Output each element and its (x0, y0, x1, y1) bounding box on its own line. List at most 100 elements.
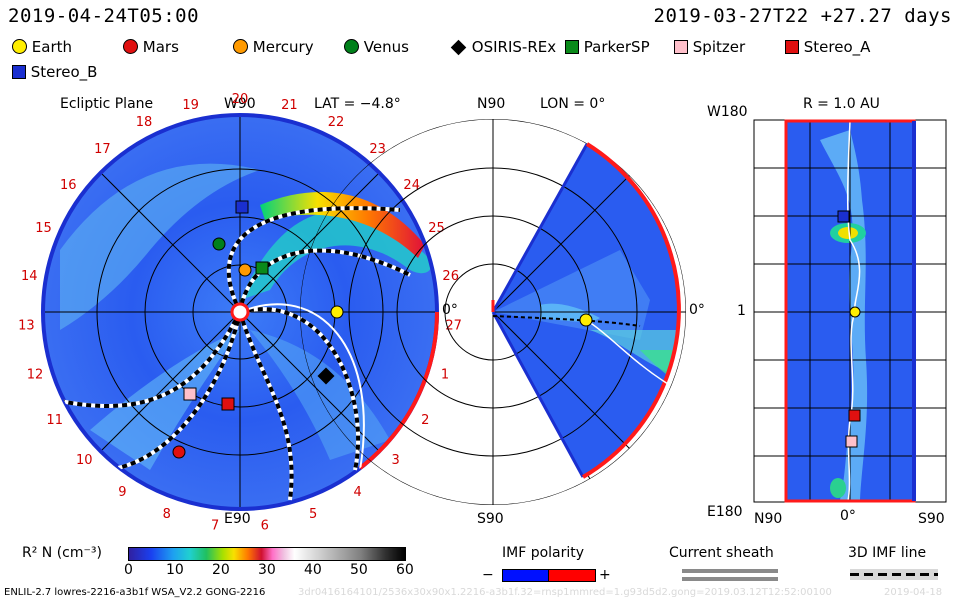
day-label: 20 (232, 92, 249, 107)
ecliptic-title: Ecliptic Plane (60, 96, 154, 112)
mars-marker-icon (123, 39, 138, 54)
colorbar-tick: 40 (304, 562, 322, 578)
meridional-zero-label: 0° (689, 302, 705, 318)
legend-stereo-a: Stereo_A (785, 38, 870, 56)
day-label: 6 (261, 519, 269, 534)
day-label: 24 (403, 178, 420, 193)
cyl-stereo-b-marker (837, 210, 850, 223)
e90-label: E90 (224, 511, 251, 527)
imf3d-swatch (850, 569, 938, 580)
day-label: 4 (353, 485, 361, 500)
lon-label: LON = 0° (540, 96, 606, 112)
colorbar-ticks: 0 10 20 30 40 50 60 (0, 562, 960, 582)
venus-marker-icon (344, 39, 359, 54)
legend-osiris-rex: OSIRIS-REx (450, 38, 556, 56)
day-label: 16 (60, 178, 77, 193)
day-label: 9 (118, 485, 126, 500)
imf-plus-label: + (599, 567, 611, 583)
spitzer-marker-icon (674, 40, 688, 54)
day-label: 17 (94, 142, 111, 157)
cyl-one-label: 1 (737, 303, 746, 319)
day-label: 15 (35, 221, 52, 236)
colorbar-label: R² N (cm⁻³) (22, 545, 102, 561)
cyl-s90-label: S90 (918, 511, 945, 527)
run-start-label: 2019-03-27T22 +27.27 days (653, 5, 952, 27)
day-label: 7 (211, 519, 219, 534)
imf3d-title: 3D IMF line (848, 545, 927, 561)
cyl-n90-label: N90 (754, 511, 783, 527)
colorbar-tick: 30 (258, 562, 276, 578)
cme-structure (260, 192, 425, 258)
legend-earth: Earth (12, 38, 72, 56)
colorbar-tick: 60 (396, 562, 414, 578)
stereo-b-marker-icon (12, 65, 26, 79)
colorbar-tick: 50 (350, 562, 368, 578)
w90-label: W90 (224, 96, 256, 112)
day-label: 25 (428, 221, 445, 236)
day-label: 23 (369, 142, 386, 157)
day-label: 12 (27, 367, 44, 382)
earth-marker (330, 305, 344, 319)
legend-venus: Venus (344, 38, 409, 56)
day-label: 10 (76, 453, 93, 468)
legend: Earth Mars Mercury Venus OSIRIS-REx Park… (0, 38, 960, 84)
legend-spitzer: Spitzer (674, 38, 745, 56)
ecliptic-zero-label: 0° (442, 302, 458, 318)
imf-positive-swatch (548, 569, 596, 582)
cyl-zero-label: 0° (840, 508, 856, 524)
current-sheath-swatch-top (682, 569, 778, 573)
model-time-label: 2019-04-24T05:00 (8, 5, 200, 27)
w180-label: W180 (707, 104, 748, 120)
colorbar-tick: 20 (212, 562, 230, 578)
footer-date: 2019-04-18 (884, 587, 943, 598)
parkersp-marker-icon (565, 40, 579, 54)
day-label: 8 (163, 507, 171, 522)
colorbar-tick: 0 (124, 562, 133, 578)
day-label: 26 (442, 269, 459, 284)
imf-polarity-title: IMF polarity (502, 545, 585, 561)
day-label: 14 (21, 269, 38, 284)
day-label: 18 (136, 115, 153, 130)
day-labels: 20 21222324252627123456789101112131415161… (18, 92, 462, 534)
meridional-earth-marker (579, 313, 593, 327)
day-label: 21 (281, 98, 298, 113)
ecliptic-boundary-red (358, 311, 439, 470)
footer-model-info: ENLIL-2.7 lowres-2216-a3b1f WSA_V2.2 GON… (4, 587, 266, 598)
day-label: 13 (18, 318, 35, 333)
cyl-stereo-a-marker (848, 409, 861, 422)
imf-minus-label: − (482, 567, 494, 583)
stereo-a-marker (221, 397, 235, 411)
e180-label: E180 (707, 504, 743, 520)
stereo-b-marker (235, 200, 249, 214)
venus-marker (212, 237, 226, 251)
imf-field-lines (54, 206, 411, 501)
legend-stereo-b: Stereo_B (12, 63, 97, 81)
latitude-label: LAT = −4.8° (314, 96, 401, 112)
day-label: 22 (328, 115, 345, 130)
meridional-boundary-red (585, 142, 668, 241)
day-label: 2 (421, 413, 429, 428)
legend-mercury: Mercury (233, 38, 314, 56)
earth-marker-icon (12, 39, 27, 54)
day-label: 5 (309, 507, 317, 522)
day-label: 11 (46, 413, 63, 428)
mercury-marker-icon (233, 39, 248, 54)
cyl-earth-marker (849, 306, 861, 318)
legend-parkersp: ParkerSP (565, 38, 650, 56)
stereo-a-marker-icon (785, 40, 799, 54)
day-label: 3 (392, 453, 400, 468)
day-label: 1 (441, 367, 449, 382)
day-label: 27 (445, 318, 462, 333)
spitzer-marker (183, 387, 197, 401)
day-label: 19 (182, 98, 199, 113)
radius-label: R = 1.0 AU (803, 96, 880, 112)
mars-marker (172, 445, 186, 459)
parkersp-marker (255, 261, 269, 275)
colorbar (128, 547, 406, 561)
current-sheath-title: Current sheath (669, 545, 774, 561)
n90-label: N90 (477, 96, 506, 112)
footer-run-id: 3dr0416164101/2536x30x90x1.2216-a3b1f.32… (298, 587, 832, 598)
mercury-marker (238, 263, 252, 277)
colorbar-tick: 10 (166, 562, 184, 578)
